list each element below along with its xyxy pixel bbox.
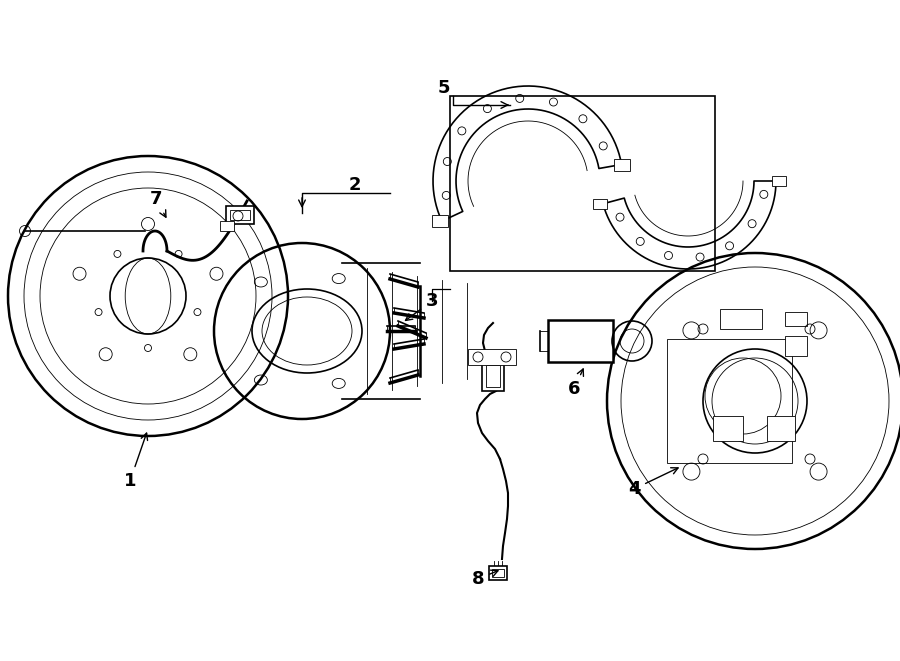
Text: 3: 3 (406, 292, 438, 321)
Bar (432, 215, 448, 227)
Text: 8: 8 (472, 570, 498, 588)
Bar (713, 416, 743, 441)
Bar (468, 349, 516, 365)
Polygon shape (603, 181, 776, 269)
Bar (720, 309, 762, 329)
Text: 7: 7 (149, 190, 166, 217)
Bar (785, 312, 807, 326)
Bar (772, 176, 786, 186)
Bar (482, 361, 504, 391)
Bar (593, 199, 607, 209)
Bar (220, 221, 234, 231)
Text: 1: 1 (124, 433, 148, 490)
Text: 5: 5 (437, 79, 450, 97)
Bar (226, 206, 254, 224)
Bar (450, 96, 715, 271)
Bar (230, 210, 250, 220)
Bar (767, 416, 795, 441)
Text: 2: 2 (349, 176, 361, 194)
Text: 6: 6 (568, 369, 583, 398)
Bar (548, 320, 613, 362)
Bar (785, 336, 807, 356)
Bar (492, 569, 504, 577)
Bar (667, 339, 792, 463)
Bar (486, 365, 500, 387)
Polygon shape (433, 86, 622, 221)
Text: 4: 4 (628, 468, 678, 498)
Bar (614, 159, 630, 171)
Bar (489, 566, 507, 580)
